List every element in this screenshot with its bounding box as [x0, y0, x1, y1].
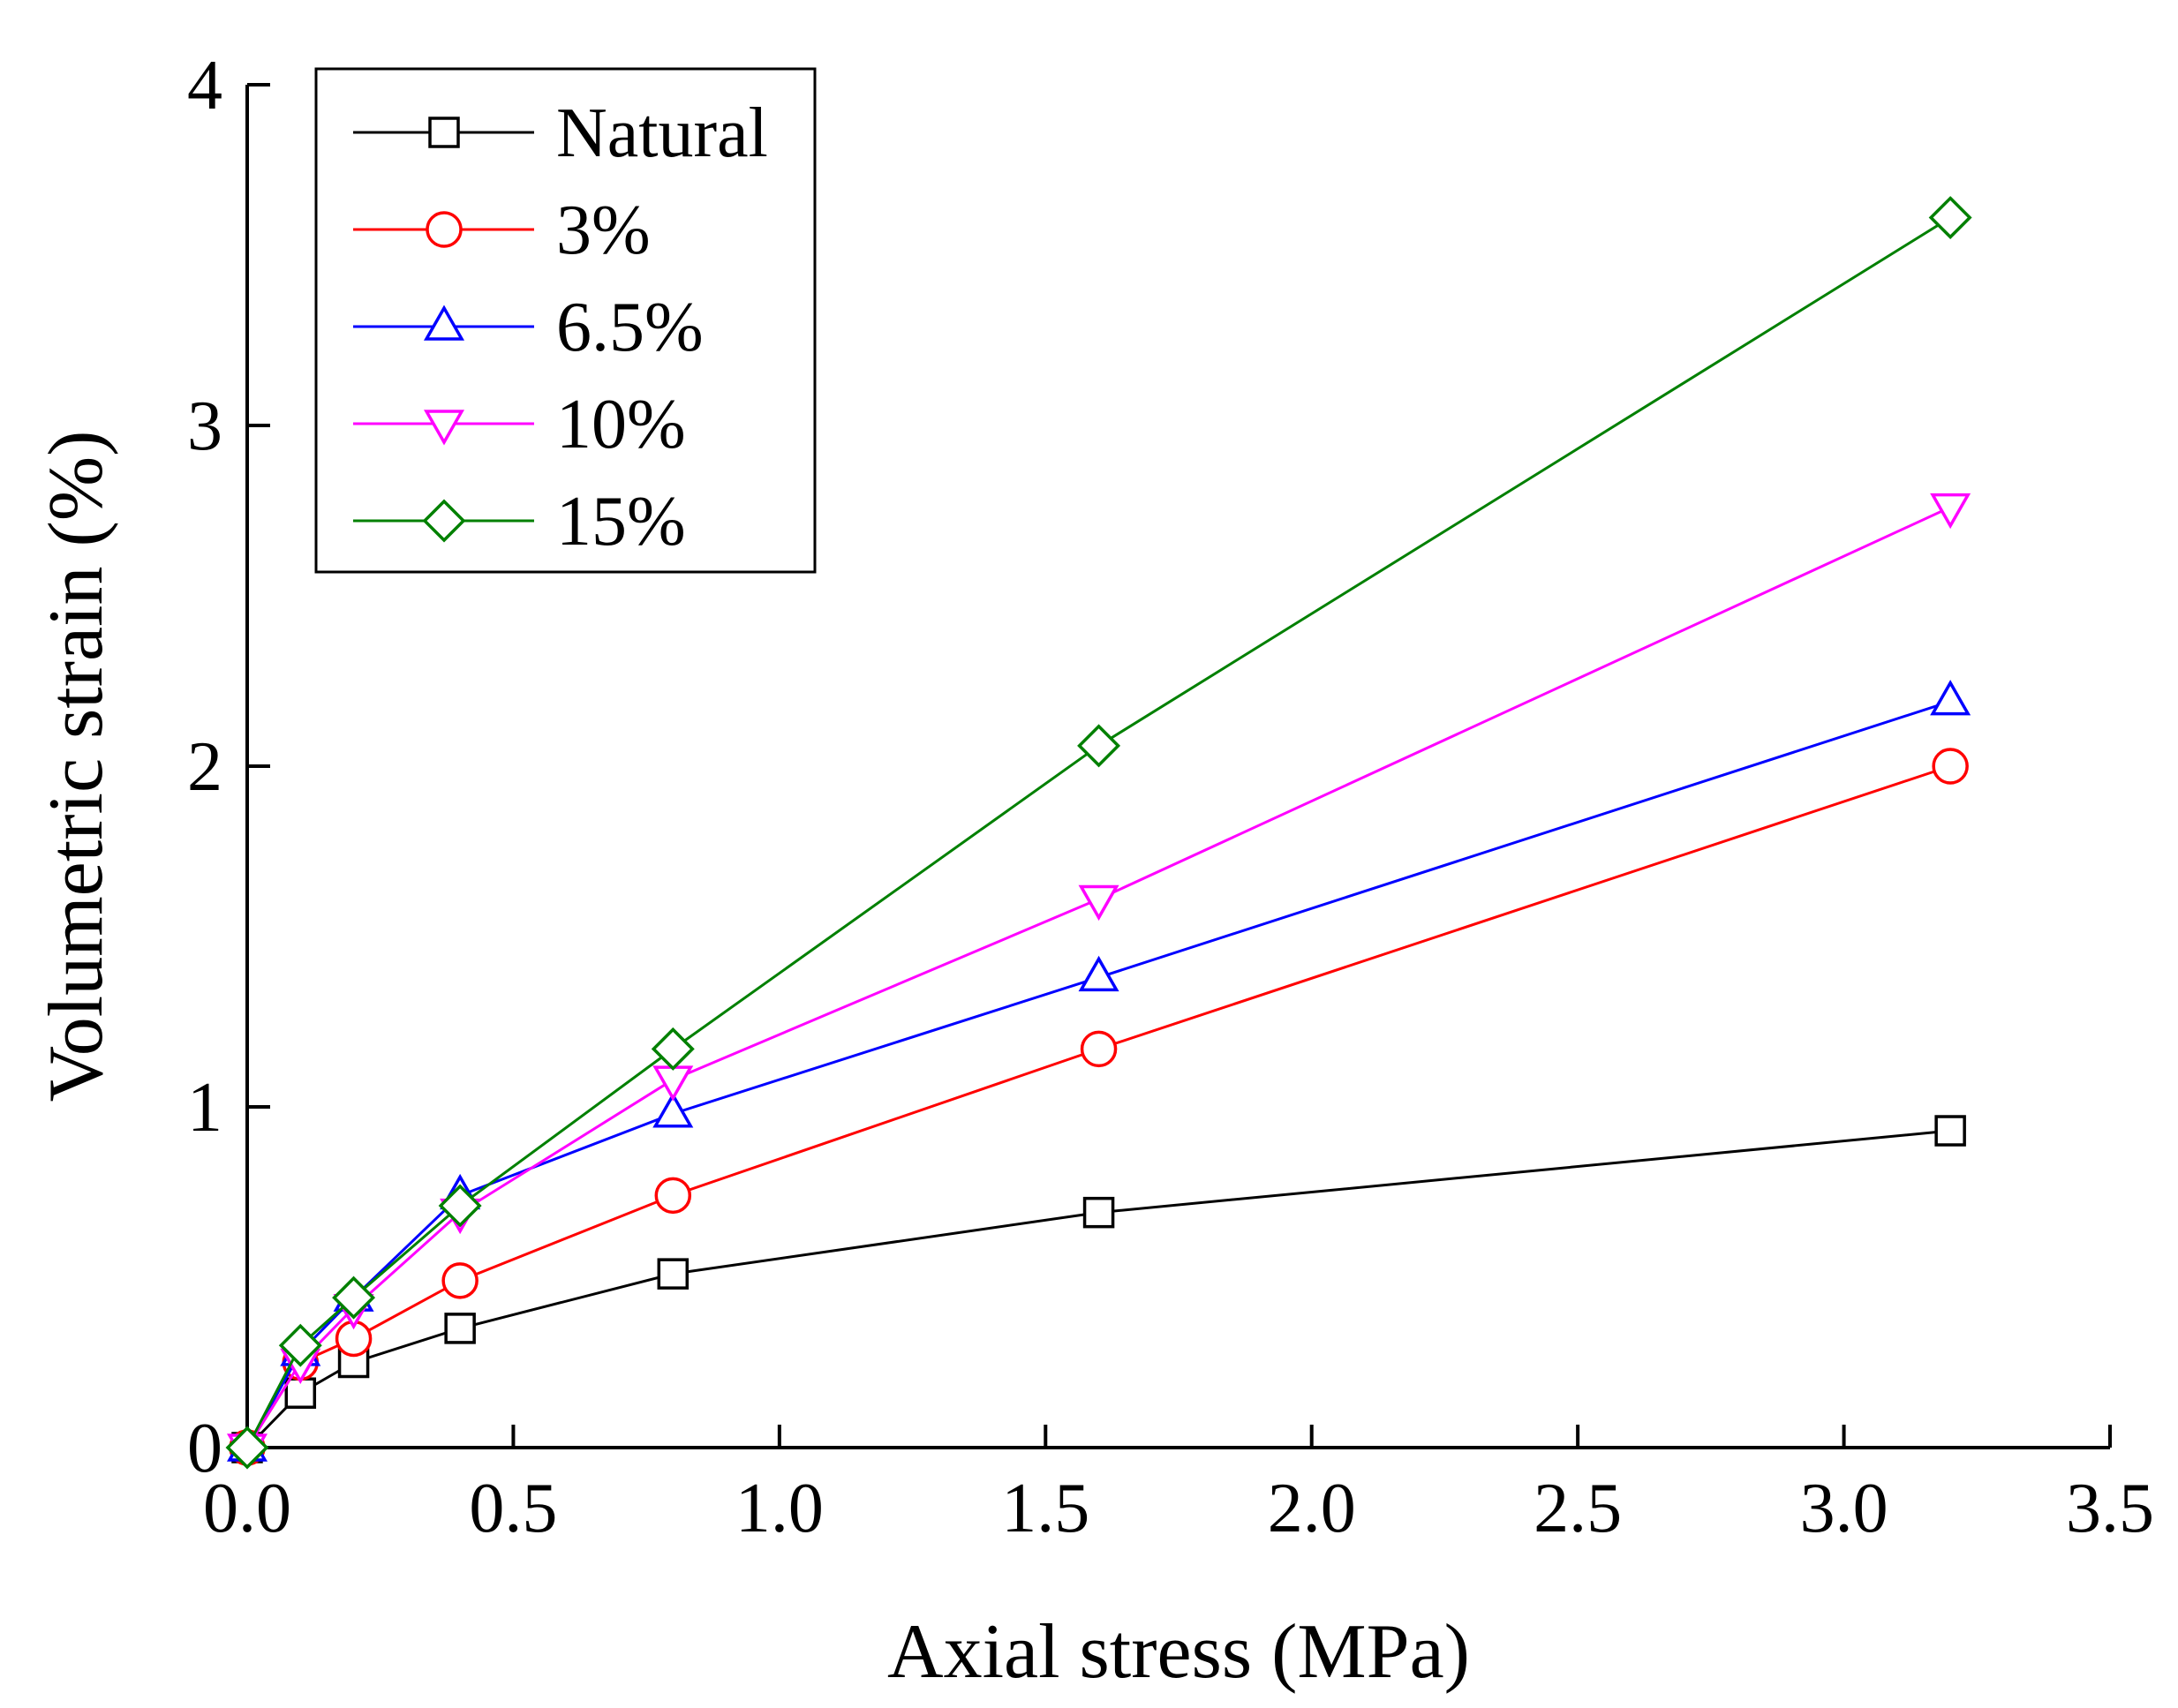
series-1 [229, 748, 1969, 1466]
legend-label: 10% [556, 386, 686, 463]
data-point [1930, 680, 1971, 716]
data-point [1930, 493, 1971, 530]
x-tick-label: 2.0 [1268, 1470, 1356, 1547]
y-tick-label: 3 [187, 387, 222, 465]
data-point [1928, 196, 1972, 240]
legend-marker [422, 499, 466, 543]
data-point [1934, 1115, 1966, 1147]
data-point [652, 1065, 694, 1102]
y-tick-label: 2 [187, 728, 222, 806]
legend-label: Natural [556, 94, 768, 172]
x-tick-label: 1.0 [735, 1470, 824, 1547]
x-tick-label: 0.0 [203, 1470, 291, 1547]
series-line [245, 700, 1951, 1448]
y-tick-label: 1 [187, 1069, 222, 1147]
series-0 [231, 1115, 1966, 1463]
legend-label: 15% [556, 483, 686, 561]
legend-box [314, 67, 817, 574]
x-tick-label: 0.5 [469, 1470, 557, 1547]
series-group [225, 196, 1972, 1470]
data-point [1077, 724, 1121, 768]
data-point [444, 1313, 476, 1344]
x-tick-label: 3.0 [1800, 1470, 1888, 1547]
legend-marker [426, 211, 463, 248]
x-axis-title: Axial stress (MPa) [887, 1609, 1470, 1695]
legend-label: 3% [556, 192, 651, 269]
legend: Natural 3% 6.5% 10% 15% [314, 67, 817, 574]
legend-item: 6.5% [353, 289, 704, 366]
data-point [1080, 1030, 1118, 1068]
data-point [278, 1323, 322, 1367]
x-tick-label: 1.5 [1001, 1470, 1089, 1547]
data-point [1932, 748, 1969, 785]
data-point [1078, 955, 1119, 992]
tick-labels: 0.0 0.5 1.0 1.5 2.0 2.5 3.0 3.5 0 1 2 3 4 [187, 47, 2154, 1547]
data-point [1082, 1196, 1115, 1229]
data-point [332, 1275, 376, 1320]
series-4 [225, 196, 1972, 1470]
legend-item: 15% [353, 483, 686, 561]
legend-item: 3% [353, 192, 651, 269]
series-2 [226, 680, 1971, 1462]
x-tick-label: 2.5 [1534, 1470, 1622, 1547]
data-point [441, 1262, 479, 1299]
legend-item: Natural [353, 94, 768, 172]
y-axis-title: Volumetric strain (%) [34, 431, 119, 1102]
data-point [654, 1177, 692, 1215]
legend-marker [428, 117, 460, 148]
data-point [225, 1426, 269, 1470]
data-point [1078, 884, 1119, 922]
legend-marker [423, 305, 465, 341]
data-point [651, 1027, 695, 1071]
y-tick-label: 0 [187, 1410, 222, 1487]
legend-label: 6.5% [556, 289, 704, 366]
x-tick-label: 3.5 [2066, 1470, 2154, 1547]
data-point [438, 1184, 482, 1228]
data-point [652, 1092, 694, 1128]
legend-marker [423, 410, 465, 446]
series-line [245, 764, 1951, 1448]
y-tick-label: 4 [187, 47, 222, 124]
legend-item: 10% [353, 386, 686, 463]
data-point [657, 1258, 690, 1290]
